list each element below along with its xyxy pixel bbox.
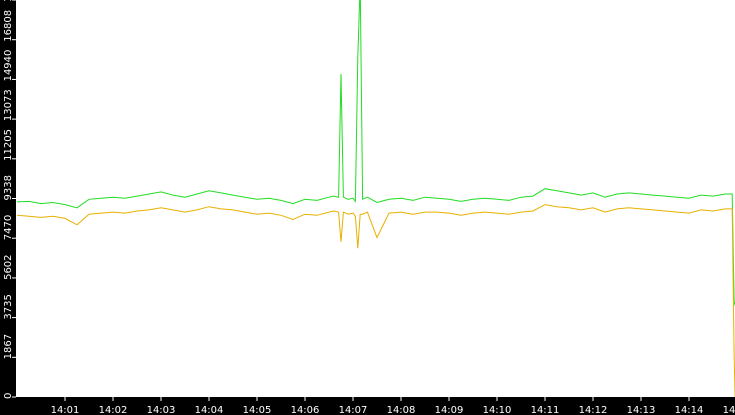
x-tick-label: 14:11: [531, 405, 560, 415]
x-tick-label: 14:03: [147, 405, 176, 415]
x-tick-label: 14:12: [579, 405, 608, 415]
x-tick-label: 14:04: [195, 405, 224, 415]
x-tick-label: 14:08: [387, 405, 416, 415]
y-tick-label: 3735: [3, 294, 14, 319]
y-tick-label: 1867: [3, 334, 14, 359]
x-tick-label: 14:02: [99, 405, 128, 415]
x-tick-label: 14:09: [435, 405, 464, 415]
x-tick-label: 14:07: [339, 405, 368, 415]
y-tick-label: 7470: [3, 215, 14, 240]
plot-area: [16, 0, 735, 397]
plot-lines: [16, 0, 735, 397]
x-tick-label: 14:06: [291, 405, 320, 415]
x-tick-label: 14:13: [627, 405, 656, 415]
series-line: [16, 0, 735, 306]
y-tick-label: 14940: [3, 50, 14, 82]
x-tick-label: 14:15: [723, 405, 735, 415]
series-line: [16, 204, 735, 397]
y-tick-label: 5602: [3, 254, 14, 279]
x-tick-label: 14:14: [675, 405, 704, 415]
y-tick-label: 9338: [3, 175, 14, 200]
y-tick-label: 0: [3, 393, 14, 399]
x-tick-label: 14:05: [243, 405, 272, 415]
y-tick-label: 16808: [3, 10, 14, 42]
x-tick-label: 14:10: [483, 405, 512, 415]
y-tick-label: 13073: [3, 89, 14, 121]
x-tick-label: 14:01: [51, 405, 80, 415]
y-tick-label: 18676: [3, 0, 14, 2]
y-tick-label: 11205: [3, 129, 14, 161]
